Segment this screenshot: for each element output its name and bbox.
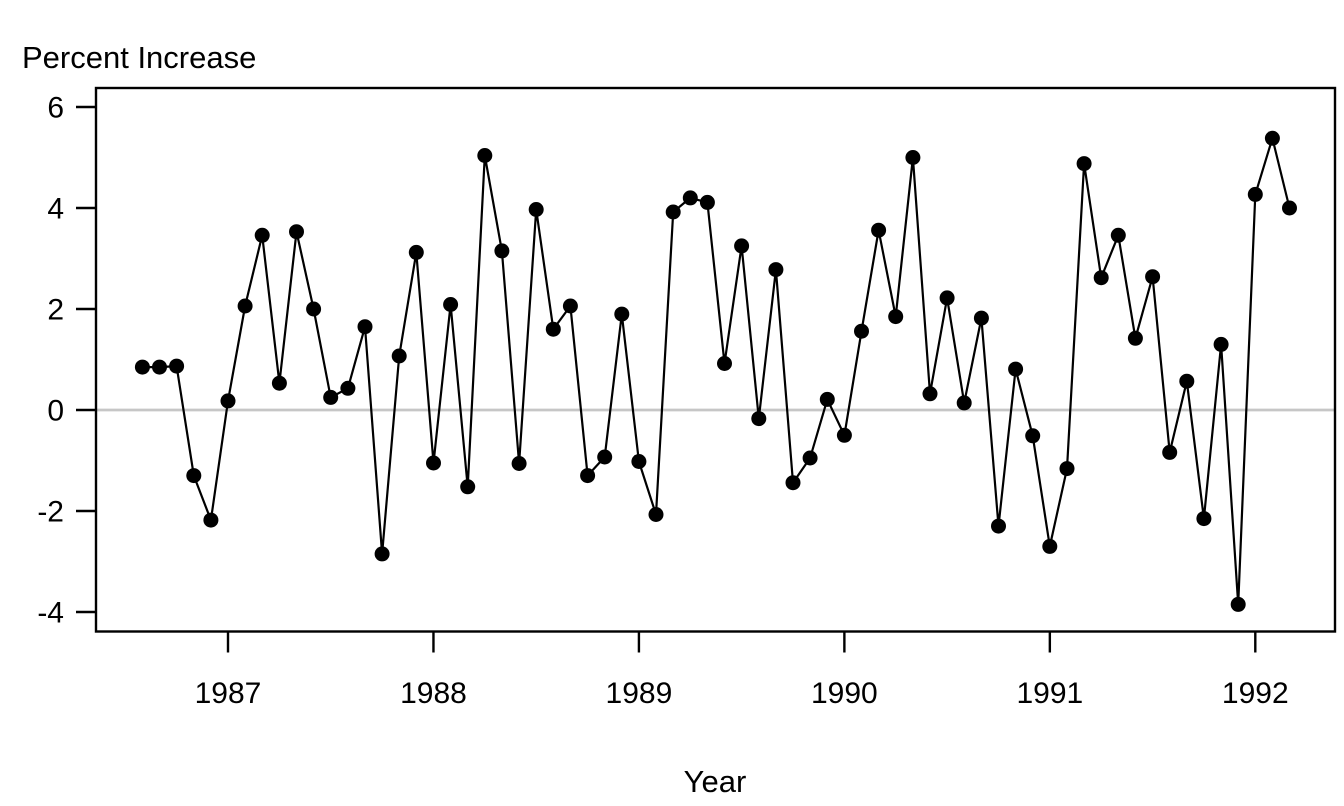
- data-series-group: [134, 130, 1297, 612]
- data-point: [306, 301, 322, 317]
- data-point: [1025, 428, 1041, 444]
- data-point: [460, 479, 476, 495]
- y-tick-label: 4: [47, 193, 64, 226]
- data-point: [1127, 330, 1143, 346]
- data-point: [271, 375, 287, 391]
- data-point: [1179, 373, 1195, 389]
- data-point: [922, 386, 938, 402]
- data-point: [648, 507, 664, 522]
- data-point: [357, 319, 373, 335]
- data-point: [134, 359, 150, 375]
- y-tick-label: 6: [47, 92, 64, 125]
- data-point: [973, 310, 989, 326]
- x-tick-label: 1987: [195, 677, 262, 710]
- data-point: [1110, 227, 1126, 243]
- data-point: [836, 427, 852, 443]
- y-tick-label: 2: [47, 294, 64, 327]
- data-point: [254, 227, 270, 243]
- data-point: [819, 391, 835, 407]
- data-point: [408, 244, 424, 260]
- x-tick-label: 1990: [811, 677, 878, 710]
- data-point: [1213, 336, 1229, 352]
- data-point: [1145, 269, 1161, 285]
- data-point: [1076, 156, 1092, 172]
- y-tick-label: -2: [37, 496, 64, 529]
- data-point: [1230, 596, 1246, 612]
- data-point: [562, 298, 578, 314]
- data-point: [494, 243, 510, 259]
- data-point: [614, 306, 630, 322]
- data-point: [1059, 461, 1075, 477]
- data-point: [699, 194, 715, 210]
- data-point: [374, 546, 390, 562]
- data-point: [854, 323, 869, 339]
- data-point: [991, 518, 1006, 534]
- data-point: [391, 348, 407, 364]
- data-point: [545, 321, 561, 337]
- y-axis: -4 -2 0 2 4 6: [37, 92, 96, 630]
- data-point: [888, 309, 904, 325]
- data-point: [717, 356, 732, 371]
- data-line: [141, 137, 1291, 606]
- data-point: [597, 449, 613, 465]
- data-point: [237, 298, 253, 314]
- data-point: [1247, 186, 1263, 202]
- data-point: [631, 454, 647, 469]
- data-point: [1264, 130, 1280, 146]
- x-axis: 1987 1988 1989 1990 1991 1992: [195, 631, 1289, 710]
- x-tick-label: 1991: [1016, 677, 1083, 710]
- data-point: [340, 380, 356, 396]
- data-point: [186, 468, 202, 484]
- plot-border: [94, 86, 1337, 633]
- data-point: [1196, 511, 1212, 527]
- data-point: [528, 202, 544, 217]
- data-point: [1162, 444, 1178, 460]
- data-point: [1282, 200, 1297, 216]
- data-point: [905, 150, 921, 165]
- chart-title: Percent Increase: [22, 40, 256, 75]
- data-point: [665, 204, 681, 220]
- data-point: [751, 411, 767, 427]
- data-point: [443, 297, 459, 312]
- data-point: [1093, 270, 1109, 286]
- data-point: [871, 222, 887, 238]
- data-point: [768, 262, 784, 278]
- data-point: [785, 475, 801, 491]
- data-point: [1042, 538, 1058, 554]
- data-point: [323, 389, 339, 405]
- y-tick-label: -4: [37, 597, 64, 630]
- x-axis-title: Year: [684, 764, 747, 799]
- data-point: [939, 290, 955, 306]
- data-point: [220, 393, 236, 409]
- x-tick-label: 1989: [606, 677, 673, 710]
- data-point: [956, 395, 972, 411]
- data-point: [426, 455, 441, 471]
- data-point: [511, 456, 527, 471]
- data-point: [1008, 361, 1024, 377]
- data-point: [734, 238, 750, 254]
- data-point: [203, 512, 219, 528]
- data-point: [169, 358, 185, 374]
- data-point: [802, 450, 818, 466]
- data-point: [477, 148, 493, 163]
- data-point: [682, 190, 698, 206]
- y-tick-label: 0: [47, 395, 64, 428]
- data-point: [580, 468, 596, 484]
- data-point: [152, 359, 167, 375]
- x-tick-label: 1988: [400, 677, 467, 710]
- data-point: [289, 224, 304, 240]
- x-tick-label: 1992: [1222, 677, 1289, 710]
